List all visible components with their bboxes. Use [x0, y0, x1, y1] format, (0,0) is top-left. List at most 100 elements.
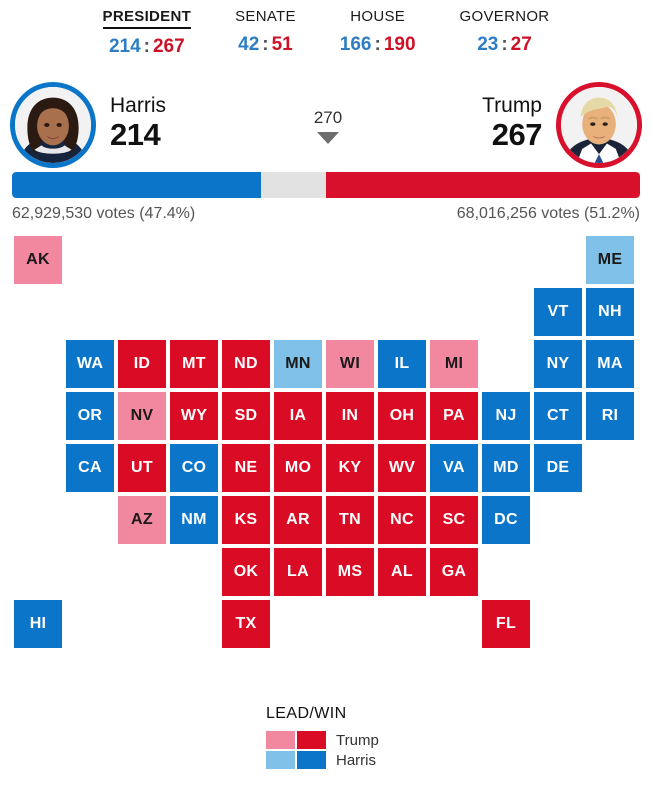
state-cell-oh[interactable]: OH [378, 392, 426, 440]
state-code-label: KS [234, 511, 258, 528]
candidate-name: Trump [482, 94, 542, 117]
state-cell-ma[interactable]: MA [586, 340, 634, 388]
state-cell-wa[interactable]: WA [66, 340, 114, 388]
state-code-label: WI [339, 355, 361, 372]
race-tab-house[interactable]: HOUSE 166:190 [318, 8, 438, 56]
state-cell-nh[interactable]: NH [586, 288, 634, 336]
progress-segment-harris [12, 172, 261, 198]
legend-title: LEAD/WIN [266, 705, 347, 722]
state-cell-tx[interactable]: TX [222, 600, 270, 648]
state-cell-nv[interactable]: NV [118, 392, 166, 440]
state-cell-la[interactable]: LA [274, 548, 322, 596]
state-code-label: WA [76, 355, 104, 372]
score-separator: : [143, 36, 150, 57]
legend-swatch-lead [266, 731, 295, 749]
race-tab-label: HOUSE [350, 8, 406, 25]
legend-swatch-lead [266, 751, 295, 769]
state-code-label: NY [546, 355, 570, 372]
state-cell-de[interactable]: DE [534, 444, 582, 492]
state-cell-mn[interactable]: MN [274, 340, 322, 388]
electoral-progress-bar [12, 172, 640, 198]
state-cell-mt[interactable]: MT [170, 340, 218, 388]
score-separator: : [501, 34, 508, 55]
state-cell-wi[interactable]: WI [326, 340, 374, 388]
state-cell-or[interactable]: OR [66, 392, 114, 440]
race-score-dem: 166 [339, 34, 372, 55]
state-cell-az[interactable]: AZ [118, 496, 166, 544]
race-score-gop: 267 [152, 36, 185, 57]
state-cell-fl[interactable]: FL [482, 600, 530, 648]
state-cell-nj[interactable]: NJ [482, 392, 530, 440]
electoral-votes: 267 [491, 117, 543, 153]
state-cell-ct[interactable]: CT [534, 392, 582, 440]
state-cell-dc[interactable]: DC [482, 496, 530, 544]
state-cell-ok[interactable]: OK [222, 548, 270, 596]
state-cell-in[interactable]: IN [326, 392, 374, 440]
legend-row-trump: Trump [266, 730, 379, 750]
state-cell-il[interactable]: IL [378, 340, 426, 388]
state-code-label: ME [597, 251, 623, 268]
state-cell-ia[interactable]: IA [274, 392, 322, 440]
avatar-harris [10, 82, 96, 168]
state-cell-sc[interactable]: SC [430, 496, 478, 544]
state-cell-ar[interactable]: AR [274, 496, 322, 544]
state-cell-co[interactable]: CO [170, 444, 218, 492]
state-cell-nm[interactable]: NM [170, 496, 218, 544]
state-code-label: NH [598, 303, 622, 320]
race-score: 23:27 [477, 34, 532, 56]
legend-row-harris: Harris [266, 750, 379, 770]
state-code-label: AR [286, 511, 310, 528]
state-code-label: UT [131, 459, 153, 476]
candidate-name: Harris [110, 94, 166, 117]
popular-vote-harris: 62,929,530 votes (47.4%) [12, 205, 196, 222]
state-cell-ne[interactable]: NE [222, 444, 270, 492]
score-separator: : [262, 34, 269, 55]
state-cell-mo[interactable]: MO [274, 444, 322, 492]
state-cell-id[interactable]: ID [118, 340, 166, 388]
state-cell-pa[interactable]: PA [430, 392, 478, 440]
race-tab-governor[interactable]: GOVERNOR 23:27 [438, 8, 572, 56]
state-cell-sd[interactable]: SD [222, 392, 270, 440]
state-cell-md[interactable]: MD [482, 444, 530, 492]
state-cell-ri[interactable]: RI [586, 392, 634, 440]
legend-swatch-win [297, 751, 326, 769]
state-cell-ky[interactable]: KY [326, 444, 374, 492]
candidate-harris: Harris 214 [110, 94, 166, 153]
state-code-label: CA [78, 459, 102, 476]
state-code-label: AL [391, 563, 413, 580]
map-legend: LEAD/WIN Trump Harris [266, 705, 379, 770]
state-cell-nd[interactable]: ND [222, 340, 270, 388]
state-code-label: PA [443, 407, 465, 424]
state-cell-al[interactable]: AL [378, 548, 426, 596]
state-cell-ca[interactable]: CA [66, 444, 114, 492]
race-score: 214:267 [109, 36, 185, 58]
state-code-label: TN [339, 511, 361, 528]
race-tab-bar: PRESIDENT 214:267 SENATE 42:51 HOUSE 166:190 G… [0, 8, 652, 58]
state-code-label: MS [337, 563, 363, 580]
state-code-label: MN [285, 355, 311, 372]
state-code-label: IL [394, 355, 410, 372]
state-cell-hi[interactable]: HI [14, 600, 62, 648]
state-cell-ak[interactable]: AK [14, 236, 62, 284]
state-cell-ny[interactable]: NY [534, 340, 582, 388]
race-score-gop: 27 [510, 34, 532, 55]
state-cell-wy[interactable]: WY [170, 392, 218, 440]
state-cell-ms[interactable]: MS [326, 548, 374, 596]
state-cell-tn[interactable]: TN [326, 496, 374, 544]
state-code-label: NV [130, 407, 154, 424]
state-cell-va[interactable]: VA [430, 444, 478, 492]
state-cell-ks[interactable]: KS [222, 496, 270, 544]
race-tab-senate[interactable]: SENATE 42:51 [213, 8, 318, 56]
state-cell-nc[interactable]: NC [378, 496, 426, 544]
state-code-label: MD [493, 459, 519, 476]
state-cell-wv[interactable]: WV [378, 444, 426, 492]
state-cell-ga[interactable]: GA [430, 548, 478, 596]
state-cell-mi[interactable]: MI [430, 340, 478, 388]
legend-label: Trump [336, 731, 379, 749]
state-cell-me[interactable]: ME [586, 236, 634, 284]
state-code-label: AZ [131, 511, 153, 528]
state-cell-ut[interactable]: UT [118, 444, 166, 492]
state-cell-vt[interactable]: VT [534, 288, 582, 336]
electoral-votes: 214 [110, 117, 161, 153]
race-tab-president[interactable]: PRESIDENT 214:267 [81, 8, 214, 58]
